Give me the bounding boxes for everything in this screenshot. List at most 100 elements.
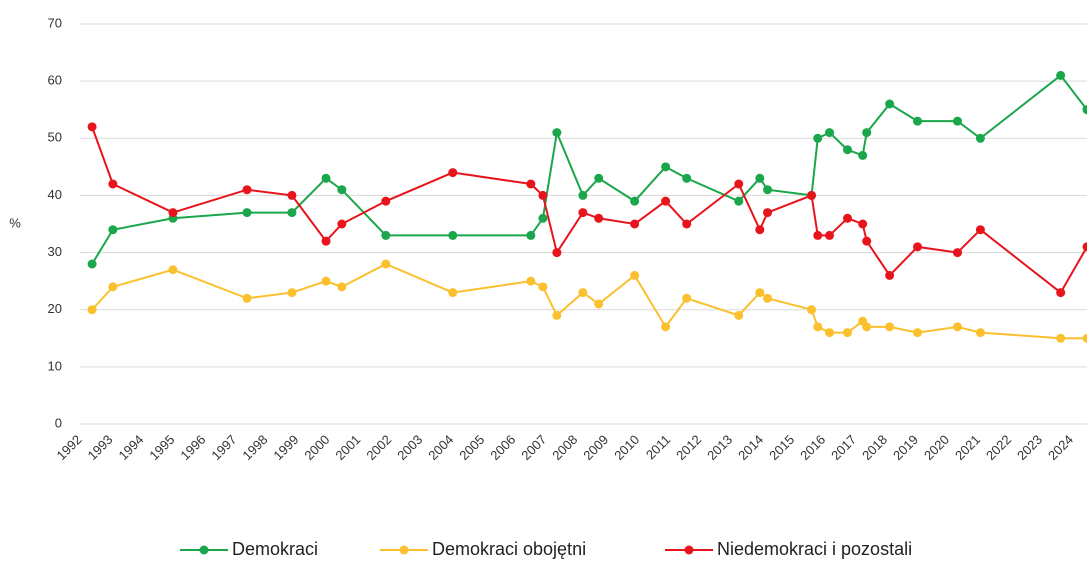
legend-label: Demokraci obojętni (432, 539, 586, 559)
data-point (552, 248, 562, 258)
series-line (91, 262, 1087, 340)
y-axis-label: % (9, 215, 21, 230)
data-point (842, 213, 852, 223)
data-point (381, 230, 391, 240)
data-point (578, 190, 588, 200)
data-point (661, 322, 671, 332)
data-point (842, 145, 852, 155)
data-point (913, 328, 923, 338)
data-point (448, 230, 458, 240)
data-point (755, 173, 765, 183)
data-point (755, 288, 765, 298)
data-point (108, 179, 118, 189)
data-point (975, 133, 985, 143)
data-point (526, 276, 536, 286)
x-tick-label: 2002 (363, 432, 394, 463)
data-point (885, 99, 895, 109)
x-tick-label: 2005 (456, 432, 487, 463)
data-point (682, 173, 692, 183)
data-point (381, 196, 391, 206)
data-point (552, 310, 562, 320)
x-tick-label: 1997 (208, 432, 239, 463)
x-tick-label: 2009 (580, 432, 611, 463)
x-tick-label: 2001 (332, 432, 363, 463)
legend-marker (199, 545, 209, 555)
data-point (1056, 333, 1066, 343)
x-tick-label: 2017 (828, 432, 859, 463)
x-tick-label: 2012 (673, 432, 704, 463)
data-point (381, 259, 391, 269)
y-tick-label: 0 (55, 415, 62, 430)
x-tick-label: 2008 (549, 432, 580, 463)
x-tick-label: 2018 (859, 432, 890, 463)
x-tick-label: 2010 (611, 432, 642, 463)
data-point (630, 270, 640, 280)
data-point (734, 196, 744, 206)
x-tick-label: 1995 (146, 432, 177, 463)
legend-label: Demokraci (232, 539, 318, 559)
x-tick-label: 1992 (53, 432, 84, 463)
data-point (578, 288, 588, 298)
y-tick-label: 70 (48, 15, 62, 30)
data-point (287, 208, 297, 218)
data-point (913, 242, 923, 252)
data-point (807, 190, 817, 200)
data-point (975, 328, 985, 338)
data-point (594, 173, 604, 183)
data-point (862, 236, 872, 246)
data-point (87, 259, 97, 269)
data-point (87, 122, 97, 132)
y-tick-label: 30 (48, 244, 62, 259)
data-point (763, 293, 773, 303)
legend-label: Niedemokraci i pozostali (717, 539, 912, 559)
data-point (448, 288, 458, 298)
data-point (813, 133, 823, 143)
data-point (594, 213, 604, 223)
x-tick-label: 1993 (84, 432, 115, 463)
data-point (1082, 333, 1087, 343)
data-point (682, 293, 692, 303)
x-tick-label: 2019 (890, 432, 921, 463)
data-point (321, 236, 331, 246)
x-tick-label: 1998 (239, 432, 270, 463)
x-tick-label: 1996 (177, 432, 208, 463)
y-tick-label: 20 (48, 301, 62, 316)
x-tick-label: 2021 (952, 432, 983, 463)
data-point (538, 282, 548, 292)
y-tick-label: 40 (48, 187, 62, 202)
data-point (1056, 70, 1066, 80)
data-point (321, 276, 331, 286)
x-tick-label: 2011 (643, 432, 673, 462)
data-point (578, 208, 588, 218)
data-point (538, 190, 548, 200)
x-tick-label: 2006 (487, 432, 518, 463)
x-tick-label: 1994 (115, 432, 146, 463)
x-tick-label: 1999 (270, 432, 301, 463)
data-point (885, 270, 895, 280)
data-point (763, 185, 773, 195)
data-point (87, 305, 97, 315)
data-point (763, 208, 773, 218)
data-point (952, 116, 962, 126)
data-point (862, 322, 872, 332)
data-point (682, 219, 692, 229)
data-point (842, 328, 852, 338)
x-tick-label: 2016 (797, 432, 828, 463)
data-point (337, 282, 347, 292)
data-point (287, 288, 297, 298)
x-tick-label: 2023 (1014, 432, 1045, 463)
data-point (734, 310, 744, 320)
data-point (168, 208, 178, 218)
data-point (858, 150, 868, 160)
y-tick-label: 10 (48, 358, 62, 373)
data-point (337, 219, 347, 229)
data-point (448, 168, 458, 178)
data-point (913, 116, 923, 126)
data-point (825, 230, 835, 240)
data-point (1082, 105, 1087, 115)
data-point (594, 299, 604, 309)
data-point (321, 173, 331, 183)
data-point (108, 225, 118, 235)
data-point (885, 322, 895, 332)
